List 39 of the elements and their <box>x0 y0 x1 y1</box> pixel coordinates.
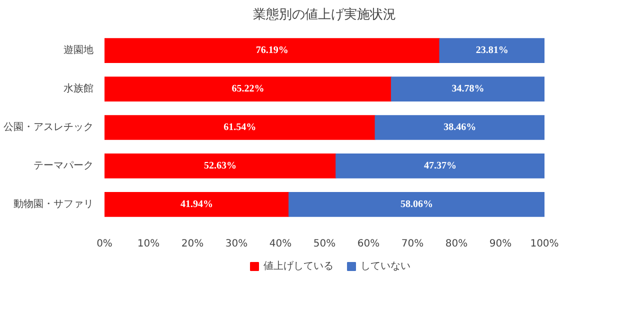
data-label: 47.37% <box>424 160 457 172</box>
data-label: 34.78% <box>452 84 484 95</box>
y-tick-label: 動物園・サファリ <box>14 198 94 210</box>
x-tick-label: 40% <box>269 238 292 250</box>
x-tick-label: 50% <box>313 238 336 250</box>
bar <box>439 38 544 63</box>
x-tick-label: 20% <box>181 238 204 250</box>
legend-label: 値上げしている <box>264 260 334 273</box>
y-tick-label: 公園・アスレチック <box>4 121 94 133</box>
data-label: 23.81% <box>476 45 508 56</box>
y-tick-label: 水族館 <box>64 82 94 95</box>
bar <box>104 192 290 217</box>
bar <box>104 38 440 63</box>
bar <box>104 154 337 178</box>
data-label: 65.22% <box>232 84 264 95</box>
legend-label: していない <box>360 260 410 273</box>
bar <box>288 192 544 217</box>
data-label: 38.46% <box>444 122 476 133</box>
data-label: 41.94% <box>180 198 214 210</box>
data-label: 58.06% <box>400 198 434 210</box>
data-label: 76.19% <box>256 45 288 56</box>
bar <box>104 115 376 140</box>
x-tick-label: 70% <box>401 238 424 250</box>
data-label: 61.54% <box>224 122 256 133</box>
x-tick-label: 80% <box>445 238 468 250</box>
bar <box>104 76 392 102</box>
x-tick-label: 60% <box>357 238 380 250</box>
bar <box>374 115 544 140</box>
bar <box>336 154 544 178</box>
y-tick-label: テーマパーク <box>34 160 94 172</box>
bar <box>390 76 544 102</box>
x-tick-label: 100% <box>530 238 559 250</box>
x-tick-label: 0% <box>96 238 112 250</box>
chart-title: 業態別の値上げ実施状況 <box>253 6 396 22</box>
x-tick-label: 90% <box>489 238 512 250</box>
x-tick-label: 30% <box>225 238 248 250</box>
y-tick-label: 遊園地 <box>64 44 94 56</box>
x-tick-label: 10% <box>137 238 160 250</box>
data-label: 52.63% <box>204 160 237 172</box>
